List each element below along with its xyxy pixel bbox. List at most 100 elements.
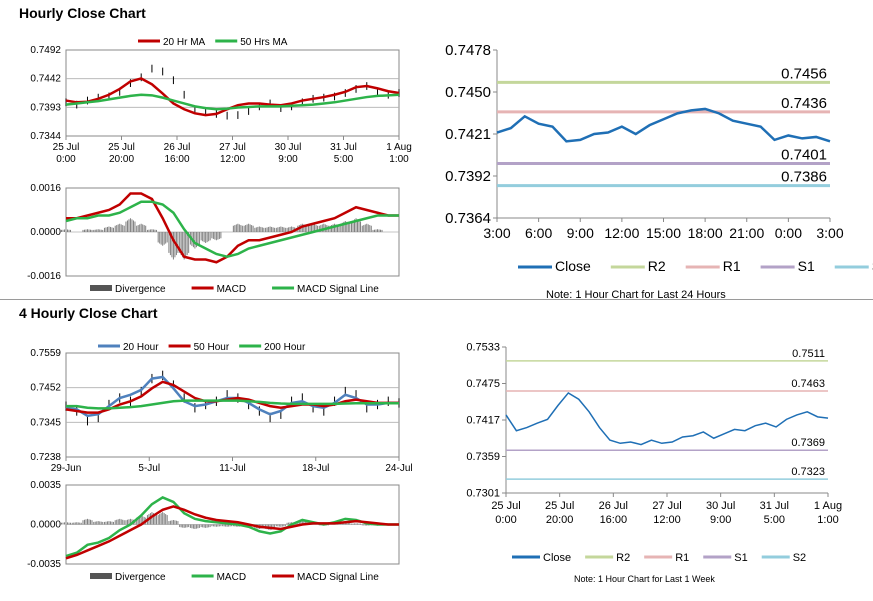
series-20-hour bbox=[65, 375, 399, 418]
legend-label-200-hour: 200 Hour bbox=[264, 342, 306, 353]
x-tick-label: 3:00 bbox=[483, 225, 510, 241]
series-50-hrs-ma bbox=[65, 93, 400, 111]
x-tick-label: 27 Jul bbox=[652, 500, 681, 512]
x-tick-label: 9:00 bbox=[567, 225, 594, 241]
level-label-s1: 0.7369 bbox=[791, 437, 825, 449]
legend-label-50-hour: 50 Hour bbox=[194, 342, 230, 353]
x-tick-label: 9:00 bbox=[278, 154, 298, 165]
x-tick-label: 12:00 bbox=[653, 514, 681, 526]
x-tick-label: 5:00 bbox=[764, 514, 785, 526]
y-tick-label: 0.7475 bbox=[466, 378, 500, 390]
x-tick-label: 31 Jul bbox=[760, 500, 789, 512]
series-200-hour bbox=[66, 399, 399, 410]
y-tick-label: 0.7442 bbox=[30, 74, 61, 85]
x-tick-label: 11-Jul bbox=[219, 463, 246, 473]
legend-label-20-hr-ma: 20 Hr MA bbox=[163, 37, 206, 48]
x-tick-label: 15:00 bbox=[646, 225, 681, 241]
x-tick-label: 30 Jul bbox=[275, 142, 302, 153]
series-macd-signal-line bbox=[65, 505, 399, 560]
x-tick-label: 25 Jul bbox=[108, 142, 135, 153]
series-20-hr-ma bbox=[65, 77, 400, 117]
series-close bbox=[496, 107, 831, 143]
y-tick-label: 0.0016 bbox=[30, 183, 61, 194]
y-tick-label: 0.0035 bbox=[30, 480, 61, 491]
x-tick-label: 9:00 bbox=[710, 514, 731, 526]
hourly-macd-chart: 0.0016 0.0000 -0.0016 Divergence MACD MACD Si… bbox=[27, 183, 400, 295]
legend-label-s1: S1 bbox=[734, 552, 747, 564]
x-tick-label: 29-Jun bbox=[51, 463, 82, 473]
x-tick-label: 18:00 bbox=[688, 225, 723, 241]
y-tick-label: 0.7364 bbox=[445, 210, 491, 227]
series-macd bbox=[66, 192, 399, 264]
legend-label-r2: R2 bbox=[616, 552, 630, 564]
y-tick-label: 0.7359 bbox=[466, 451, 500, 463]
y-tick-label: 0.7559 bbox=[30, 348, 61, 359]
x-tick-label: 21:00 bbox=[729, 225, 764, 241]
x-tick-label: 18-Jul bbox=[302, 463, 329, 473]
hourly-levels-note: Note: 1 Hour Chart for Last 24 Hours bbox=[546, 289, 726, 301]
legend-swatch-divergence bbox=[90, 285, 112, 291]
series-macd-signal-line bbox=[65, 200, 399, 259]
y-tick-label: 0.7421 bbox=[445, 126, 491, 143]
section-divider bbox=[0, 299, 873, 300]
x-tick-label: 5-Jul bbox=[138, 463, 160, 473]
y-tick-label: 0.7392 bbox=[445, 168, 491, 185]
weekly-levels-note: Note: 1 Hour Chart for Last 1 Week bbox=[574, 574, 715, 584]
x-tick-label: 31 Jul bbox=[330, 142, 357, 153]
legend-label-macd: MACD bbox=[217, 284, 246, 295]
y-tick-label: 0.7344 bbox=[30, 131, 61, 142]
x-tick-label: 16:00 bbox=[600, 514, 628, 526]
x-tick-label: 25 Jul bbox=[53, 142, 80, 153]
legend-label-close: Close bbox=[543, 552, 571, 564]
legend-label-50-hrs-ma: 50 Hrs MA bbox=[240, 37, 288, 48]
legend-label-r1: R1 bbox=[675, 552, 689, 564]
x-tick-label: 12:00 bbox=[220, 154, 245, 165]
x-tick-label: 25 Jul bbox=[545, 500, 574, 512]
series-macd bbox=[65, 496, 399, 558]
x-tick-label: 1:00 bbox=[817, 514, 838, 526]
x-tick-label: 5:00 bbox=[334, 154, 354, 165]
y-tick-label: 0.7478 bbox=[445, 42, 491, 59]
y-tick-label: 0.7301 bbox=[466, 488, 500, 500]
legend-label-macd-signal-line: MACD Signal Line bbox=[297, 284, 379, 295]
legend-label-macd-signal-line: MACD Signal Line bbox=[297, 572, 379, 583]
x-tick-label: 6:00 bbox=[525, 225, 552, 241]
y-tick-label: 0.7492 bbox=[30, 45, 61, 56]
x-tick-label: 20:00 bbox=[109, 154, 134, 165]
series-close bbox=[505, 391, 829, 446]
x-tick-label: 25 Jul bbox=[491, 500, 520, 512]
legend-label-r2: R2 bbox=[648, 258, 666, 274]
y-tick-label: 0.7452 bbox=[30, 383, 61, 394]
legend-label-close: Close bbox=[555, 258, 591, 274]
y-tick-label: 0.0000 bbox=[30, 520, 61, 531]
legend-swatch-divergence bbox=[90, 573, 112, 579]
level-label-r1: 0.7463 bbox=[791, 378, 825, 390]
y-tick-label: 0.7238 bbox=[30, 452, 61, 463]
x-tick-label: 27 Jul bbox=[219, 142, 246, 153]
x-tick-label: 0:00 bbox=[56, 154, 76, 165]
x-tick-label: 0:00 bbox=[495, 514, 516, 526]
x-tick-label: 16:00 bbox=[164, 154, 189, 165]
y-tick-label: 0.7393 bbox=[30, 102, 61, 113]
legend-label-20-hour: 20 Hour bbox=[123, 342, 159, 353]
x-tick-label: 0:00 bbox=[775, 225, 802, 241]
hourly-section-title: Hourly Close Chart bbox=[19, 5, 146, 21]
level-label-r2: 0.7456 bbox=[781, 65, 827, 82]
y-tick-label: 0.7450 bbox=[445, 84, 491, 101]
legend-label-divergence: Divergence bbox=[115, 284, 166, 295]
y-tick-label: 0.7345 bbox=[30, 417, 61, 428]
level-label-r1: 0.7436 bbox=[781, 95, 827, 112]
legend-label-s1: S1 bbox=[798, 258, 815, 274]
plot-frame bbox=[65, 49, 400, 137]
x-tick-label: 20:00 bbox=[546, 514, 574, 526]
x-tick-label: 1:00 bbox=[389, 154, 409, 165]
y-tick-label: 0.0000 bbox=[30, 227, 61, 238]
legend-label-divergence: Divergence bbox=[115, 572, 166, 583]
x-tick-label: 1 Aug bbox=[386, 142, 412, 153]
four-hourly-macd-chart: 0.0035 0.0000 -0.0035 Divergence MACD MACD Si… bbox=[27, 480, 400, 583]
x-tick-label: 30 Jul bbox=[706, 500, 735, 512]
level-label-s1: 0.7401 bbox=[781, 146, 827, 163]
